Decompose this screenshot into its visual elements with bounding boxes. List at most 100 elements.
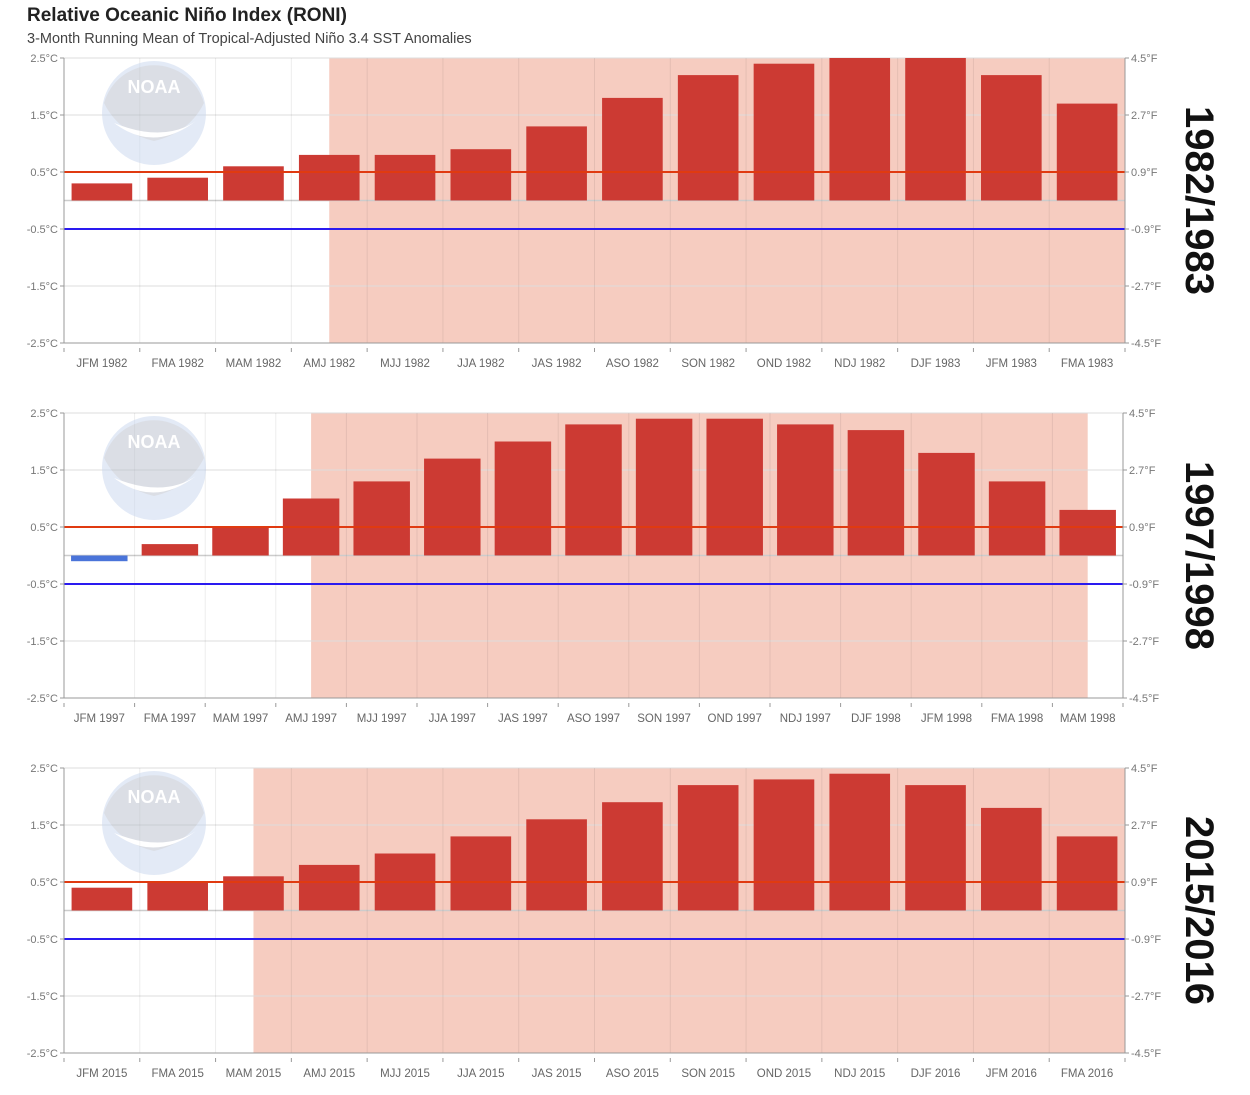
x-tick-label: FMA 2016: [1061, 1068, 1113, 1080]
bar-JAS-1997: [494, 441, 552, 556]
x-tick-label: DJF 2016: [911, 1068, 961, 1080]
x-tick-label: JJA 1997: [429, 713, 476, 725]
y-tick-label-c: -2.5°C: [27, 1048, 58, 1060]
x-tick-label: MAM 1997: [213, 713, 269, 725]
y-tick-label-f: 0.9°F: [1129, 522, 1156, 534]
x-tick-label: JFM 1998: [921, 713, 972, 725]
y-tick-label-f: 2.7°F: [1131, 110, 1158, 122]
bar-ASO-1997: [565, 424, 622, 556]
noaa-logo-watermark: NOAA: [102, 416, 206, 520]
y-tick-label-f: -4.5°F: [1131, 1048, 1161, 1060]
y-tick-label-f: -2.7°F: [1131, 281, 1161, 293]
x-tick-label: FMA 2015: [151, 1068, 203, 1080]
y-tick-label-f: 0.9°F: [1131, 877, 1158, 889]
bar-MAM-1997: [212, 527, 269, 556]
bar-FMA-2015: [147, 882, 208, 911]
period-label: 1997/1998: [1177, 461, 1221, 650]
bar-NDJ-2015: [829, 773, 891, 911]
y-tick-label-f: 2.7°F: [1131, 820, 1158, 832]
x-tick-label: ASO 1997: [567, 713, 620, 725]
bar-FMA-1998: [988, 481, 1046, 556]
x-tick-label: JJA 2015: [457, 1068, 504, 1080]
x-tick-label: MAM 1998: [1060, 713, 1116, 725]
y-tick-label-c: -2.5°C: [27, 693, 58, 705]
bar-OND-2015: [753, 779, 815, 911]
chart-panel-1997-1998: 2.5°C 4.5°F 1.5°C 2.7°F 0.5°C 0.9°F -0.5°C -0.9…: [27, 408, 1221, 725]
x-tick-label: JFM 1983: [986, 358, 1037, 370]
y-tick-label-f: -2.7°F: [1129, 636, 1159, 648]
x-tick-label: ASO 1982: [606, 358, 659, 370]
x-tick-label: MAM 2015: [226, 1068, 282, 1080]
x-tick-label: SON 1997: [637, 713, 691, 725]
bar-DJF-1983: [905, 58, 966, 201]
x-tick-label: NDJ 1982: [834, 358, 885, 370]
y-tick-label-f: -0.9°F: [1131, 934, 1161, 946]
y-tick-label-c: 1.5°C: [30, 110, 58, 122]
x-tick-label: MAM 1982: [226, 358, 282, 370]
bar-JJA-1982: [450, 149, 512, 201]
x-tick-label: DJF 1983: [911, 358, 961, 370]
bar-SON-1982: [677, 75, 739, 201]
x-tick-label: JFM 2015: [76, 1068, 127, 1080]
bar-MAM-1998: [1059, 509, 1116, 556]
period-label: 2015/2016: [1177, 816, 1221, 1005]
y-tick-label-f: 4.5°F: [1129, 408, 1156, 420]
noaa-logo-watermark: NOAA: [102, 771, 206, 875]
x-tick-label: MJJ 1997: [357, 713, 407, 725]
noaa-logo-text: NOAA: [128, 77, 181, 97]
bar-JAS-1982: [526, 126, 587, 201]
y-tick-label-f: 4.5°F: [1131, 53, 1158, 65]
y-tick-label-f: -2.7°F: [1131, 991, 1161, 1003]
noaa-logo-top: [104, 775, 204, 851]
y-tick-label-c: -1.5°C: [27, 281, 58, 293]
bar-ASO-1982: [602, 97, 663, 201]
x-tick-label: SON 2015: [681, 1068, 735, 1080]
x-tick-label: JFM 2016: [986, 1068, 1037, 1080]
y-tick-label-c: 0.5°C: [30, 877, 58, 889]
bar-MJJ-1982: [374, 154, 436, 201]
x-tick-label: JFM 1997: [74, 713, 125, 725]
bar-JFM-1998: [918, 452, 975, 556]
bar-SON-1997: [635, 418, 693, 556]
bar-FMA-1983: [1056, 103, 1118, 201]
y-tick-label-c: -0.5°C: [27, 224, 58, 236]
y-tick-label-c: -0.5°C: [27, 579, 58, 591]
x-tick-label: FMA 1983: [1061, 358, 1113, 370]
y-tick-label-c: 2.5°C: [30, 408, 58, 420]
noaa-logo-bird: [114, 121, 196, 138]
x-tick-label: OND 1997: [708, 713, 762, 725]
x-tick-label: FMA 1998: [991, 713, 1043, 725]
y-tick-label-c: 1.5°C: [30, 820, 58, 832]
bar-NDJ-1982: [829, 58, 891, 201]
bar-OND-1997: [706, 418, 763, 556]
bar-MJJ-1997: [353, 481, 410, 556]
x-tick-label: JJA 1982: [457, 358, 504, 370]
chart-panel-2015-2016: 2.5°C 4.5°F 1.5°C 2.7°F 0.5°C 0.9°F -0.5°C -0.9…: [27, 763, 1221, 1080]
noaa-logo-text: NOAA: [128, 432, 181, 452]
bar-DJF-1998: [847, 430, 905, 556]
y-tick-label-c: -1.5°C: [27, 991, 58, 1003]
chart-title: Relative Oceanic Niño Index (RONI): [27, 5, 347, 26]
noaa-logo-watermark: NOAA: [102, 61, 206, 165]
x-tick-label: OND 1982: [757, 358, 811, 370]
y-tick-label-f: -4.5°F: [1129, 693, 1159, 705]
x-tick-label: ASO 2015: [606, 1068, 659, 1080]
y-tick-label-c: 2.5°C: [30, 53, 58, 65]
bar-FMA-1982: [147, 177, 208, 201]
x-tick-label: NDJ 1997: [780, 713, 831, 725]
period-label: 1982/1983: [1177, 106, 1221, 295]
x-tick-label: DJF 1998: [851, 713, 901, 725]
bar-FMA-2016: [1056, 836, 1118, 911]
bar-JFM-1997: [71, 555, 128, 562]
noaa-logo-top: [104, 420, 204, 496]
y-tick-label-c: -2.5°C: [27, 338, 58, 350]
y-tick-label-c: -1.5°C: [27, 636, 58, 648]
y-tick-label-f: -0.9°F: [1131, 224, 1161, 236]
x-tick-label: AMJ 1997: [285, 713, 337, 725]
x-tick-label: JFM 1982: [76, 358, 127, 370]
y-tick-label-f: -0.9°F: [1129, 579, 1159, 591]
noaa-logo-bird: [114, 476, 196, 493]
noaa-logo-text: NOAA: [128, 787, 181, 807]
